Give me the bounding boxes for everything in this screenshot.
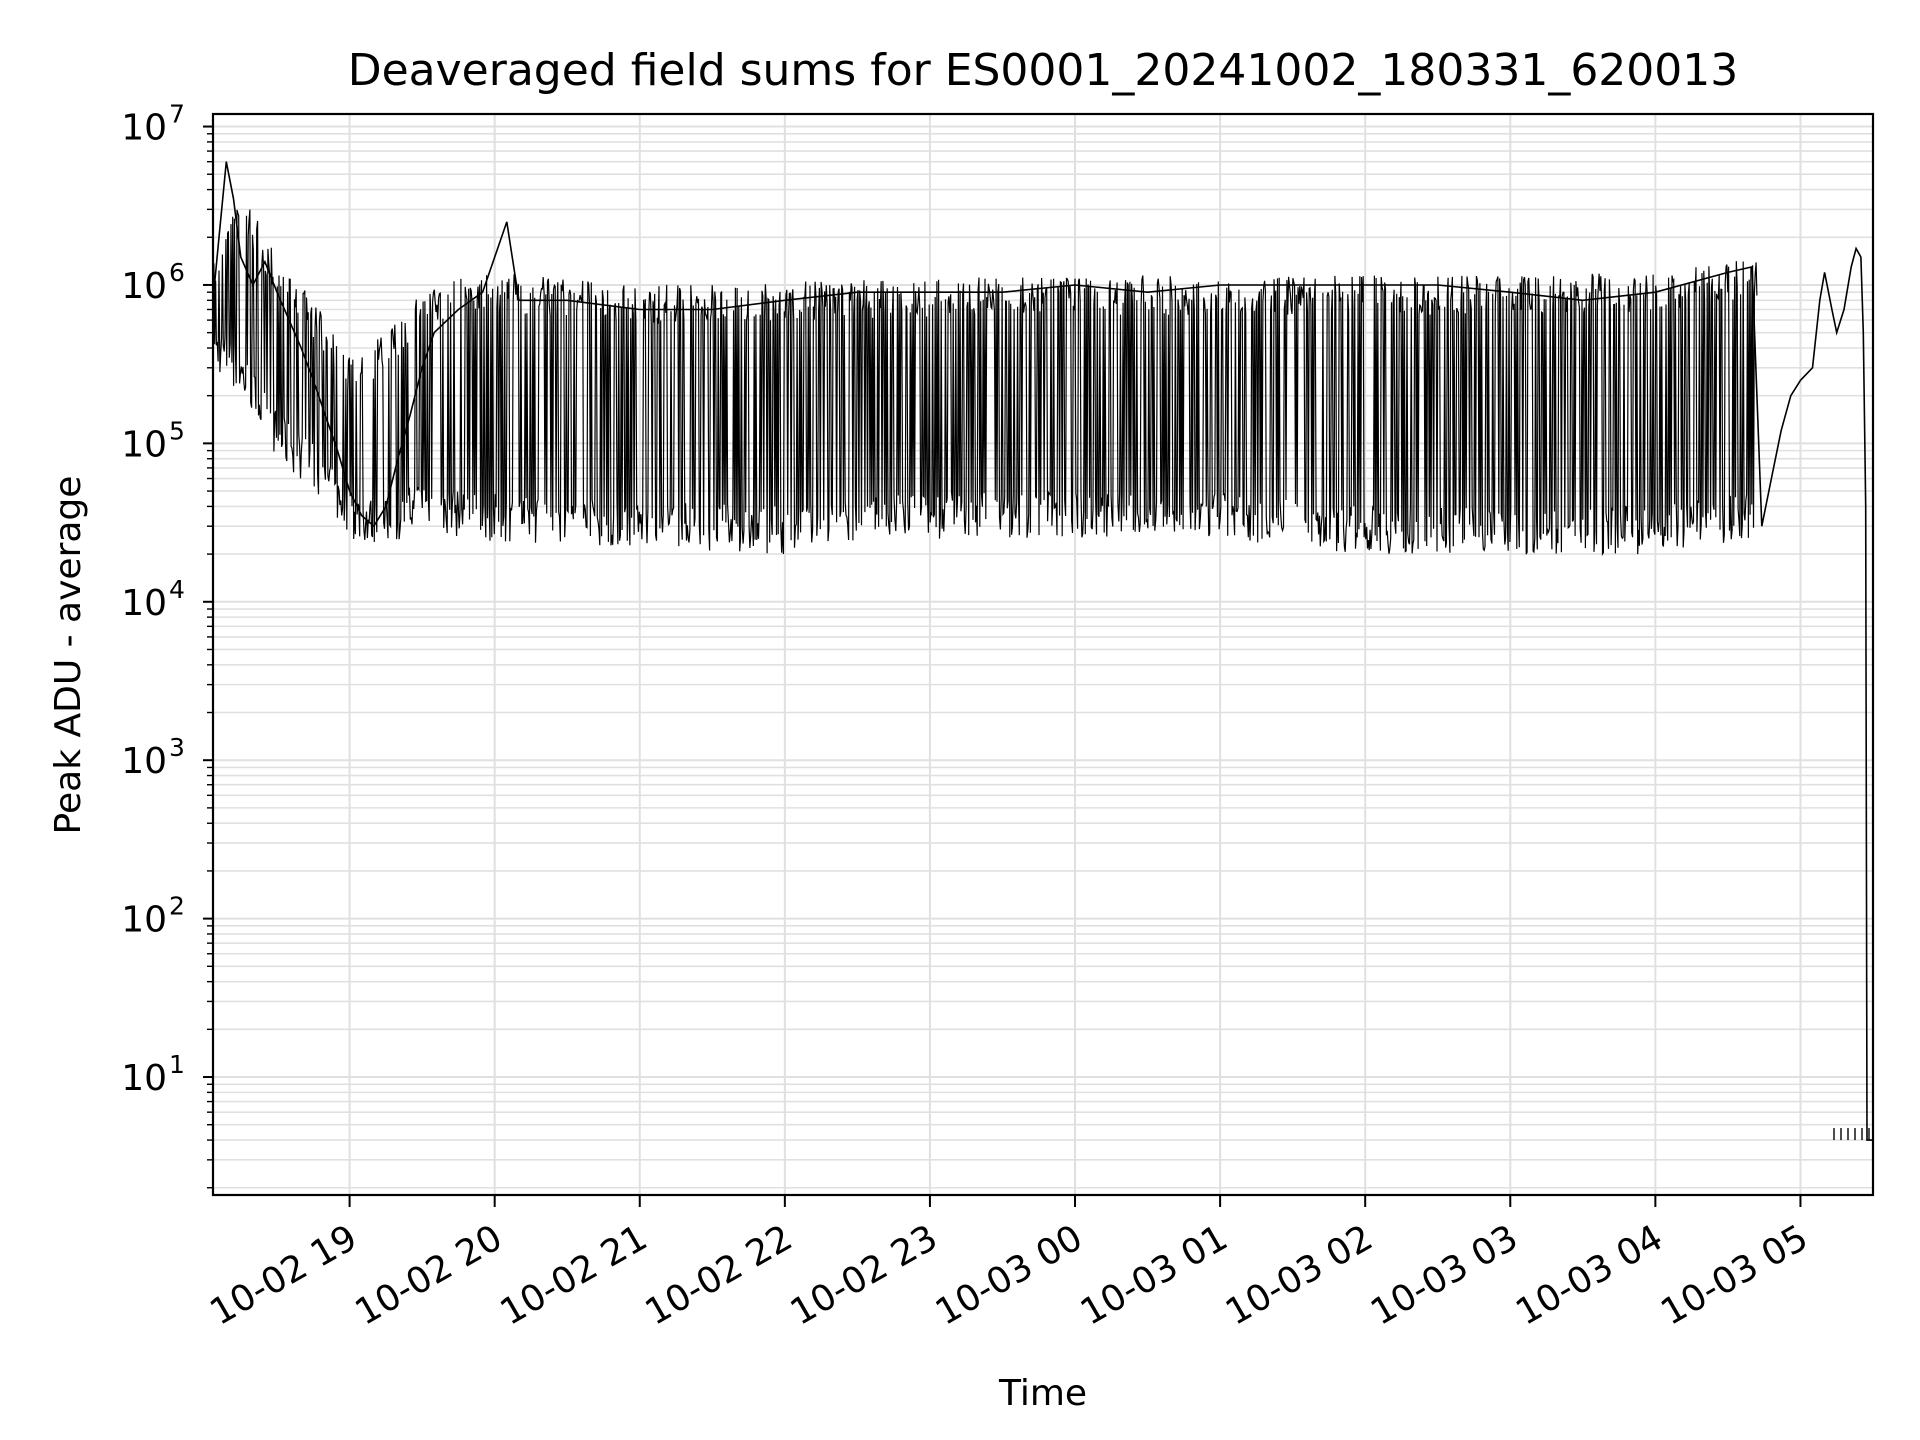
x-axis-label: Time [998, 1373, 1087, 1414]
y-tick-label: 10 [121, 1058, 167, 1099]
plot-frame [211, 112, 1875, 1197]
y-tick-exponent: 1 [169, 1050, 185, 1079]
y-tick-exponent: 5 [169, 416, 185, 445]
data-layer [212, 161, 1873, 1141]
series-trace [212, 209, 1758, 557]
y-tick-label: 10 [121, 900, 167, 941]
y-tick-label: 10 [121, 108, 167, 149]
y-tick-label: 10 [121, 741, 167, 782]
y-tick-label: 10 [121, 266, 167, 307]
y-tick-exponent: 3 [169, 733, 185, 762]
y-tick-label: 10 [121, 424, 167, 465]
y-tick-exponent: 7 [169, 100, 185, 129]
y-tick-exponent: 2 [169, 892, 185, 921]
y-tick-exponent: 6 [169, 258, 185, 287]
chart-title: Deaveraged field sums for ES0001_2024100… [348, 45, 1739, 96]
y-tick-exponent: 4 [169, 575, 185, 604]
y-axis-label: Peak ADU - average [48, 476, 89, 835]
series-line [212, 161, 1873, 1141]
y-tick-label: 10 [121, 583, 167, 624]
